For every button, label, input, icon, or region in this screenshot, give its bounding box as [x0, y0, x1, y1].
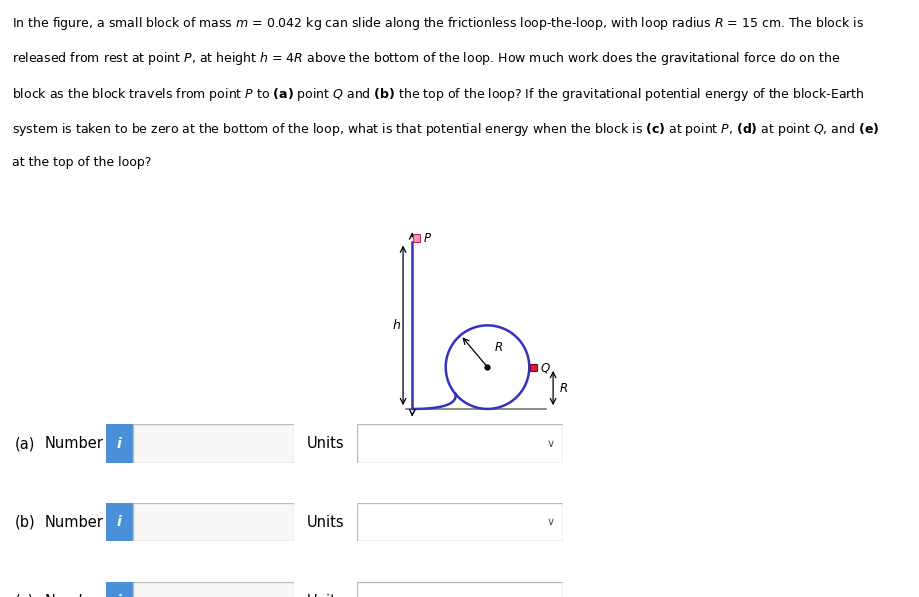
Text: Number: Number [44, 593, 104, 597]
Bar [413, 234, 420, 242]
Text: system is taken to be zero at the bottom of the loop, what is that potential ene: system is taken to be zero at the bottom… [12, 121, 879, 138]
Text: (c): (c) [15, 593, 35, 597]
Text: (a): (a) [15, 436, 35, 451]
Text: block as the block travels from point $P$ to $\bf{(a)}$ point $Q$ and $\bf{(b)}$: block as the block travels from point $P… [12, 85, 865, 103]
Bar [106, 424, 133, 463]
Text: $R$: $R$ [494, 341, 503, 353]
Text: Units: Units [307, 515, 344, 530]
Bar [133, 424, 294, 463]
Text: ∨: ∨ [547, 596, 555, 597]
Text: Units: Units [307, 593, 344, 597]
Text: ∨: ∨ [547, 518, 555, 527]
Text: $h$: $h$ [391, 318, 401, 333]
Text: i: i [117, 436, 121, 451]
Text: In the figure, a small block of mass $m$ = 0.042 kg can slide along the friction: In the figure, a small block of mass $m$… [12, 16, 864, 32]
Bar [106, 503, 133, 541]
Text: released from rest at point $P$, at height $h$ = 4$R$ above the bottom of the lo: released from rest at point $P$, at heig… [12, 50, 840, 67]
Text: $R$: $R$ [559, 381, 568, 395]
Text: Units: Units [307, 436, 344, 451]
Bar [529, 364, 538, 371]
Text: $P$: $P$ [423, 232, 432, 245]
Text: Number: Number [44, 436, 104, 451]
Text: i: i [117, 515, 121, 530]
Bar [133, 503, 294, 541]
Text: $Q$: $Q$ [539, 361, 550, 374]
Text: (b): (b) [15, 515, 35, 530]
Bar [106, 582, 133, 597]
Bar [133, 582, 294, 597]
Text: Number: Number [44, 515, 104, 530]
Text: i: i [117, 594, 121, 597]
Text: at the top of the loop?: at the top of the loop? [12, 156, 152, 169]
Text: ∨: ∨ [547, 439, 555, 448]
